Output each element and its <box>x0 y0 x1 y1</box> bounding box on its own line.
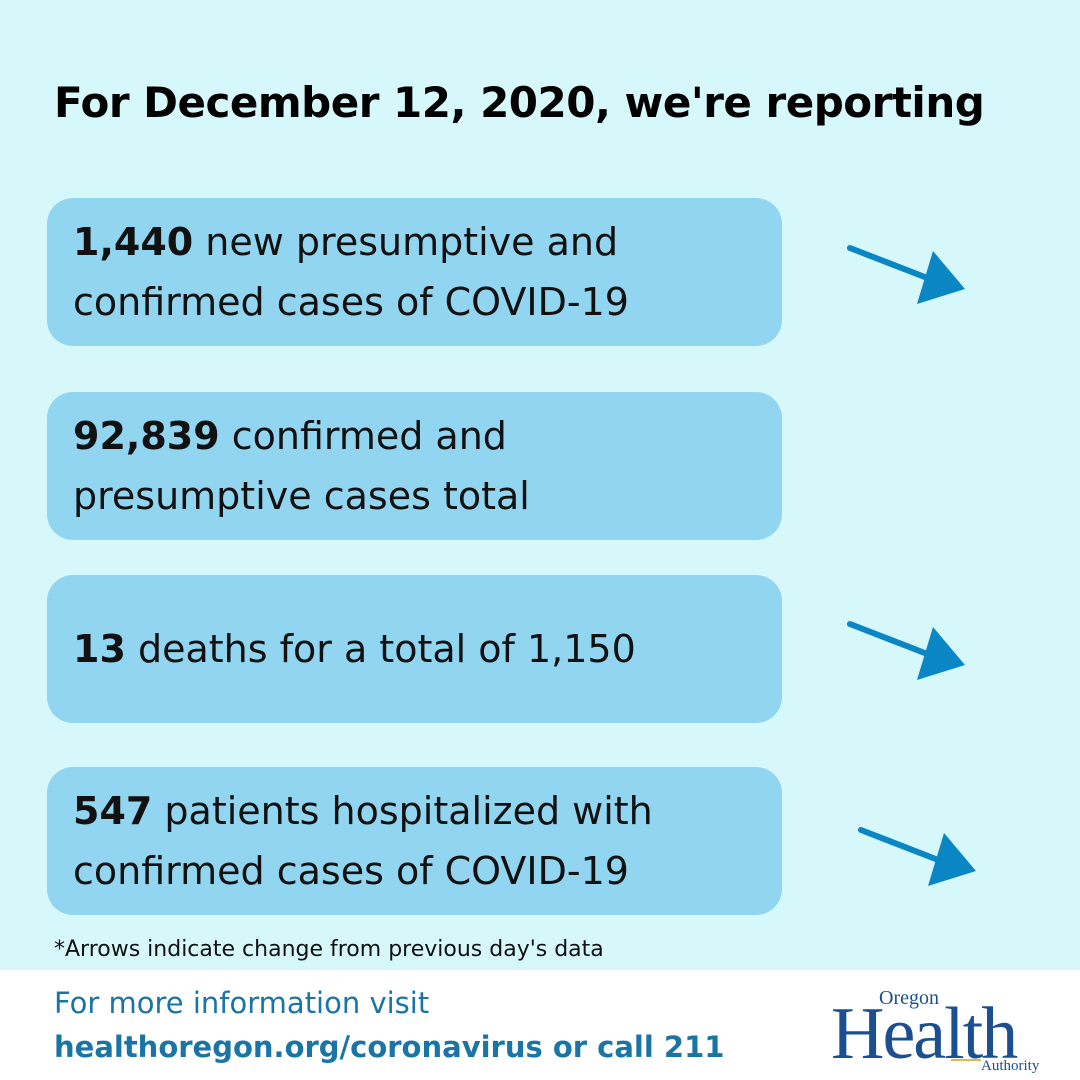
card-line-2: presumptive cases total <box>73 474 530 518</box>
info-link[interactable]: healthoregon.org/coronavirus or call 211 <box>54 1030 725 1064</box>
card-line-1: 547 patients hospitalized with <box>73 781 756 841</box>
card-text: patients hospitalized with <box>152 789 653 833</box>
down-arrow-icon <box>858 827 976 886</box>
down-arrow-icon <box>847 245 965 304</box>
total-cases-number: 92,839 <box>73 414 220 458</box>
info-text: For more information visit <box>54 986 430 1020</box>
new-cases-number: 1,440 <box>73 220 194 264</box>
hospitalized-number: 547 <box>73 789 153 833</box>
card-text: new presumptive and <box>193 220 619 264</box>
card-line-2: confirmed cases of COVID-19 <box>73 849 629 893</box>
card-line-1: 1,440 new presumptive and <box>73 212 756 272</box>
card-line-1: 13 deaths for a total of 1,150 <box>73 619 756 679</box>
logo-health-text: Health <box>831 993 1018 1075</box>
footer: For more information visit healthoregon.… <box>0 970 1080 1080</box>
card-line-1: 92,839 confirmed and <box>73 406 756 466</box>
card-text: confirmed and <box>219 414 507 458</box>
new-cases-card: 1,440 new presumptive and confirmed case… <box>47 198 782 346</box>
card-text: deaths for a total of 1,150 <box>125 627 636 671</box>
deaths-number: 13 <box>73 627 126 671</box>
logo-authority-text: Authority <box>981 1058 1040 1074</box>
footnote: *Arrows indicate change from previous da… <box>54 937 604 962</box>
card-line-2: confirmed cases of COVID-19 <box>73 280 629 324</box>
oregon-health-authority-logo: Oregon Health Authority <box>831 987 1040 1075</box>
down-arrow-icon <box>847 621 965 680</box>
page-title: For December 12, 2020, we're reporting <box>54 78 985 127</box>
deaths-card: 13 deaths for a total of 1,150 <box>47 575 782 723</box>
logo-oregon-text: Oregon <box>879 987 939 1009</box>
hospitalized-card: 547 patients hospitalized with confirmed… <box>47 767 782 915</box>
total-cases-card: 92,839 confirmed and presumptive cases t… <box>47 392 782 540</box>
